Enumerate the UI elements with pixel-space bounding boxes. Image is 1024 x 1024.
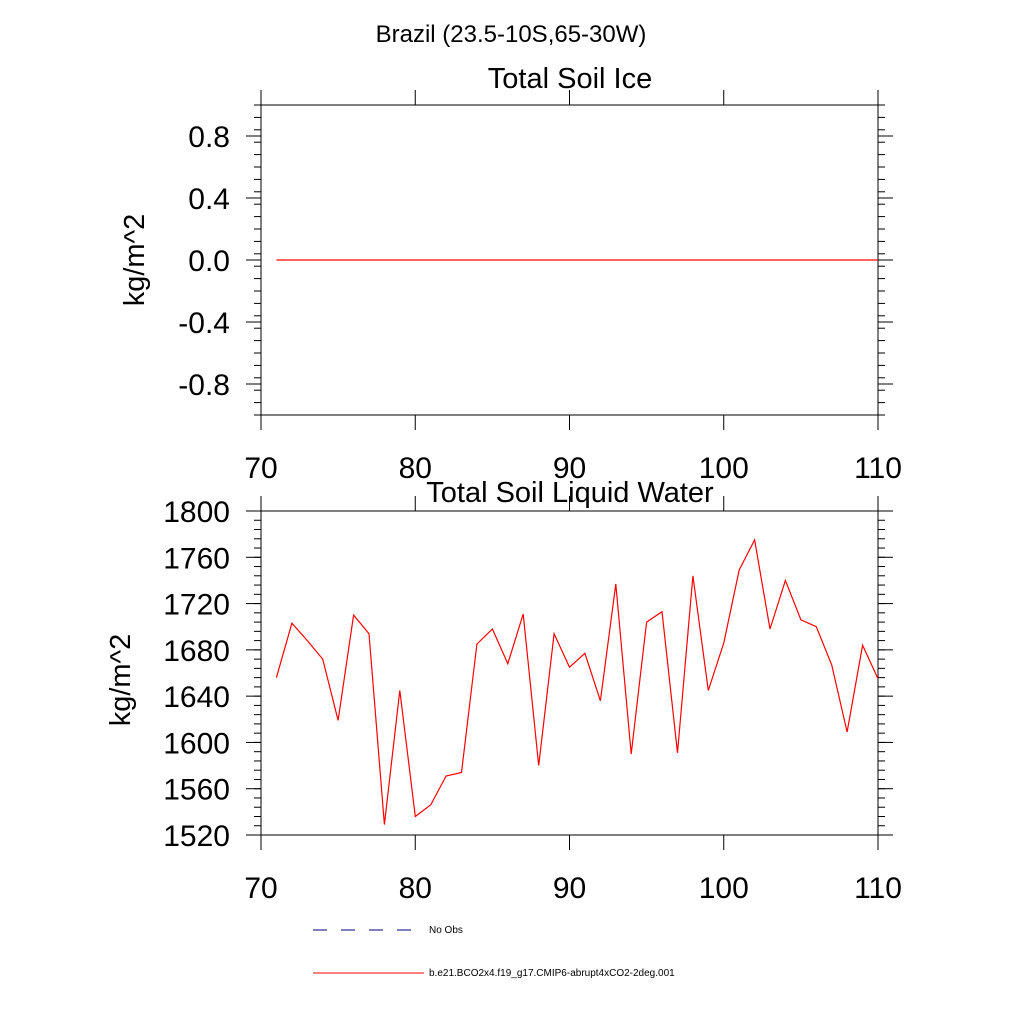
soil-liquid-water-ylabel: kg/m^2 [105,634,137,727]
plot-frame [260,510,879,836]
x-tick-label: 100 [699,452,749,485]
y-tick-label: 0.8 [188,121,230,154]
x-tick-label: 70 [244,872,277,905]
soil-ice-ylabel: kg/m^2 [119,214,151,307]
y-tick-label: 1760 [163,542,230,575]
y-tick-label: 1800 [163,496,230,529]
legend-obs-label: No Obs [429,925,463,936]
series-line [275,538,879,825]
x-tick-label: 90 [553,452,586,485]
figure-title: Brazil (23.5-10S,65-30W) [376,21,647,48]
x-tick-label: 80 [399,452,432,485]
soil-ice-panel: Total Soil Ice kg/m^2 70 80 90 100 110 -0.8 -0… [119,63,902,485]
x-tick-label: 70 [244,452,277,485]
y-tick-label: -0.4 [178,307,230,340]
x-tick-label: 110 [854,452,902,485]
y-tick-label: 1600 [163,727,230,760]
y-tick-label: 1640 [163,681,230,714]
soil-ice-title: Total Soil Ice [488,63,652,95]
soil-liquid-water-panel: Total Soil Liquid Water kg/m^2 70 80 90 100… [105,477,902,905]
x-tick-label: 100 [699,872,749,905]
y-tick-label: 1680 [163,635,230,668]
legend-model-label: b.e21.BCO2x4.f19_g17.CMIP6-abrupt4xCO2-2… [429,968,675,979]
y-tick-label: -0.8 [178,369,230,402]
y-tick-label: 0.0 [188,245,230,278]
x-tick-label: 110 [854,872,902,905]
x-tick-label: 80 [399,872,432,905]
x-tick-label: 90 [553,872,586,905]
y-tick-label: 1560 [163,774,230,807]
y-tick-label: 0.4 [188,183,230,216]
soil-liquid-water-title: Total Soil Liquid Water [426,477,714,509]
y-tick-label: 1520 [163,820,230,853]
legend: No Obs b.e21.BCO2x4.f19_g17.CMIP6-abrupt… [313,925,675,979]
y-tick-label: 1720 [163,589,230,622]
